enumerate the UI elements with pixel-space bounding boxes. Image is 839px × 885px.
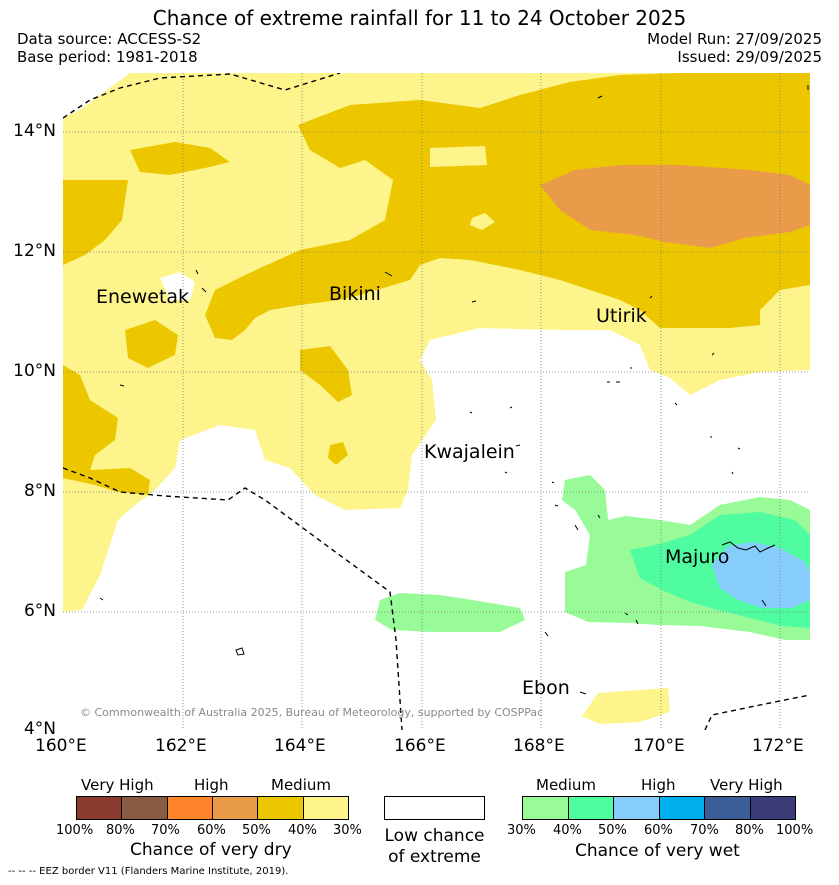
wet-medium-light-west <box>375 593 525 632</box>
dry-swatch-70-80 <box>122 797 168 819</box>
data-source: Data source: ACCESS-S2 <box>17 30 202 48</box>
dry-swatch-60-70 <box>167 797 213 819</box>
dry-level-very-high: Very High <box>81 776 154 794</box>
wet-level-medium: Medium <box>536 776 596 794</box>
lat-tick-6n: 6°N <box>23 601 56 621</box>
lon-tick-170e: 170°E <box>633 736 685 756</box>
model-run: Model Run: 27/09/2025 <box>647 30 822 48</box>
wet-pct-30: 30% <box>507 823 536 838</box>
lat-tick-8n: 8°N <box>23 481 56 501</box>
wet-pct-80: 80% <box>735 823 764 838</box>
wet-level-high: High <box>641 776 676 794</box>
base-period: Base period: 1981-2018 <box>17 48 198 66</box>
lon-tick-164e: 164°E <box>274 736 326 756</box>
wet-caption: Chance of very wet <box>575 841 740 861</box>
eez-footnote: -- -- -- EEZ border V11 (Flanders Marine… <box>8 866 289 877</box>
dry-pct-30: 30% <box>333 823 362 838</box>
wet-pct-40: 40% <box>553 823 582 838</box>
dry-medium-dark-west-2 <box>63 365 150 495</box>
wet-swatch-50-60 <box>614 797 660 819</box>
place-kwajalein: Kwajalein <box>424 441 515 463</box>
dry-medium-dark-patch-1 <box>130 142 230 175</box>
dry-pct-70: 70% <box>151 823 180 838</box>
eez-border <box>63 73 810 730</box>
low-chance-caption-line1: Low chance <box>384 826 485 846</box>
dry-swatch-50-60 <box>212 797 259 819</box>
wet-swatch-40-50 <box>568 797 614 819</box>
wet-swatch-80-100 <box>750 797 795 819</box>
dry-swatch-30-40 <box>303 797 348 819</box>
lat-tick-14n: 14°N <box>13 121 56 141</box>
dry-medium-dark-patch-4 <box>328 442 348 465</box>
map-title: Chance of extreme rainfall for 11 to 24 … <box>152 6 687 30</box>
dry-pct-60: 60% <box>197 823 226 838</box>
issued-date: Issued: 29/09/2025 <box>677 48 822 66</box>
lon-tick-166e: 166°E <box>394 736 446 756</box>
wet-level-very-high: Very High <box>710 776 783 794</box>
dry-swatch-40-50 <box>258 797 304 819</box>
wet-high-region <box>712 542 810 608</box>
place-utirik: Utirik <box>596 305 647 327</box>
wet-swatch-70-80 <box>705 797 751 819</box>
dry-level-high: High <box>194 776 229 794</box>
dry-level-medium: Medium <box>271 776 331 794</box>
lat-tick-10n: 10°N <box>13 361 56 381</box>
islands <box>99 85 809 695</box>
lon-tick-162e: 162°E <box>155 736 207 756</box>
dry-high-region <box>540 165 810 248</box>
dry-pct-80: 80% <box>106 823 135 838</box>
lat-tick-12n: 12°N <box>13 241 56 261</box>
dry-medium-dark-west <box>63 180 128 265</box>
place-majuro: Majuro <box>665 546 730 568</box>
dry-medium-dark-region <box>205 73 810 340</box>
lon-tick-168e: 168°E <box>513 736 565 756</box>
wet-pct-100: 100% <box>776 823 814 838</box>
lat-tick-4n: 4°N <box>23 719 56 739</box>
lon-tick-160e: 160°E <box>35 736 87 756</box>
wet-swatch-30-40 <box>523 797 569 819</box>
low-chance-caption-line2: of extreme <box>388 847 481 867</box>
wet-colorbar <box>522 796 796 820</box>
dry-medium-light-patch-south <box>582 688 670 724</box>
dry-pct-100: 100% <box>56 823 94 838</box>
low-chance-swatch <box>384 796 485 820</box>
dry-colorbar <box>76 796 349 820</box>
wet-pct-50: 50% <box>598 823 627 838</box>
dry-pct-50: 50% <box>242 823 271 838</box>
lon-tick-172e: 172°E <box>752 736 804 756</box>
dry-medium-dark-patch-2 <box>125 320 178 368</box>
dry-swatch-80-100 <box>77 797 123 819</box>
place-enewetak: Enewetak <box>96 286 190 308</box>
wet-swatch-60-70 <box>659 797 705 819</box>
dry-pct-40: 40% <box>288 823 317 838</box>
dry-medium-dark-patch-3 <box>300 346 352 402</box>
dry-caption: Chance of very dry <box>130 840 292 860</box>
place-bikini: Bikini <box>329 283 381 305</box>
copyright-notice: © Commonwealth of Australia 2025, Bureau… <box>80 706 544 719</box>
wet-pct-70: 70% <box>690 823 719 838</box>
wet-pct-60: 60% <box>644 823 673 838</box>
place-ebon: Ebon <box>522 677 570 699</box>
